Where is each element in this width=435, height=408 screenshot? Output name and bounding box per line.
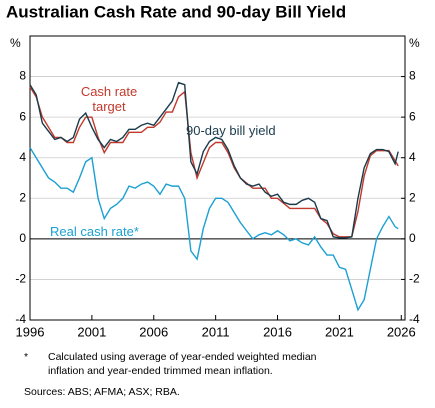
- y-tick-label: 6: [19, 109, 26, 123]
- x-tick-label: 2001: [77, 324, 106, 339]
- y-tick-label: 4: [19, 150, 26, 164]
- y2-tick-label: 4: [409, 150, 416, 164]
- y-tick-label: 0: [19, 231, 26, 245]
- y2-tick-label: 8: [409, 69, 416, 83]
- x-tick-label: 1996: [16, 324, 45, 339]
- y2-tick-label: 2: [409, 190, 416, 204]
- x-tick-label: 2026: [387, 324, 416, 339]
- series-line: [29, 147, 399, 312]
- y-unit: %: [10, 36, 21, 50]
- chart-title: Australian Cash Rate and 90-day Bill Yie…: [6, 2, 346, 21]
- y-tick-label: -2: [15, 272, 26, 286]
- x-tick-label: 2021: [325, 324, 354, 339]
- series-label: 90-day bill yield: [186, 123, 276, 138]
- chart: Australian Cash Rate and 90-day Bill Yie…: [6, 2, 420, 339]
- y2-tick-label: -4: [409, 312, 420, 326]
- series-line: [29, 86, 399, 238]
- x-tick-label: 2016: [263, 324, 292, 339]
- x-tick-label: 2011: [202, 324, 230, 339]
- series-label: Cash rate target: [80, 84, 138, 114]
- footnote: Calculated using average of year-ended w…: [48, 351, 317, 377]
- footnote-marker: *: [24, 351, 29, 363]
- y2-tick-label: -2: [409, 272, 420, 286]
- y-tick-label: 8: [19, 69, 26, 83]
- y2-unit: %: [409, 36, 420, 50]
- x-tick-label: 2006: [139, 324, 168, 339]
- series-line: [29, 81, 399, 239]
- series-label: Real cash rate*: [50, 224, 139, 239]
- y2-tick-label: 0: [409, 231, 416, 245]
- sources: Sources: ABS; AFMA; ASX; RBA.: [24, 386, 180, 398]
- y-tick-label: -4: [15, 312, 26, 326]
- y-tick-label: 2: [19, 190, 26, 204]
- y2-tick-label: 6: [409, 109, 416, 123]
- plot-frame: [29, 35, 406, 321]
